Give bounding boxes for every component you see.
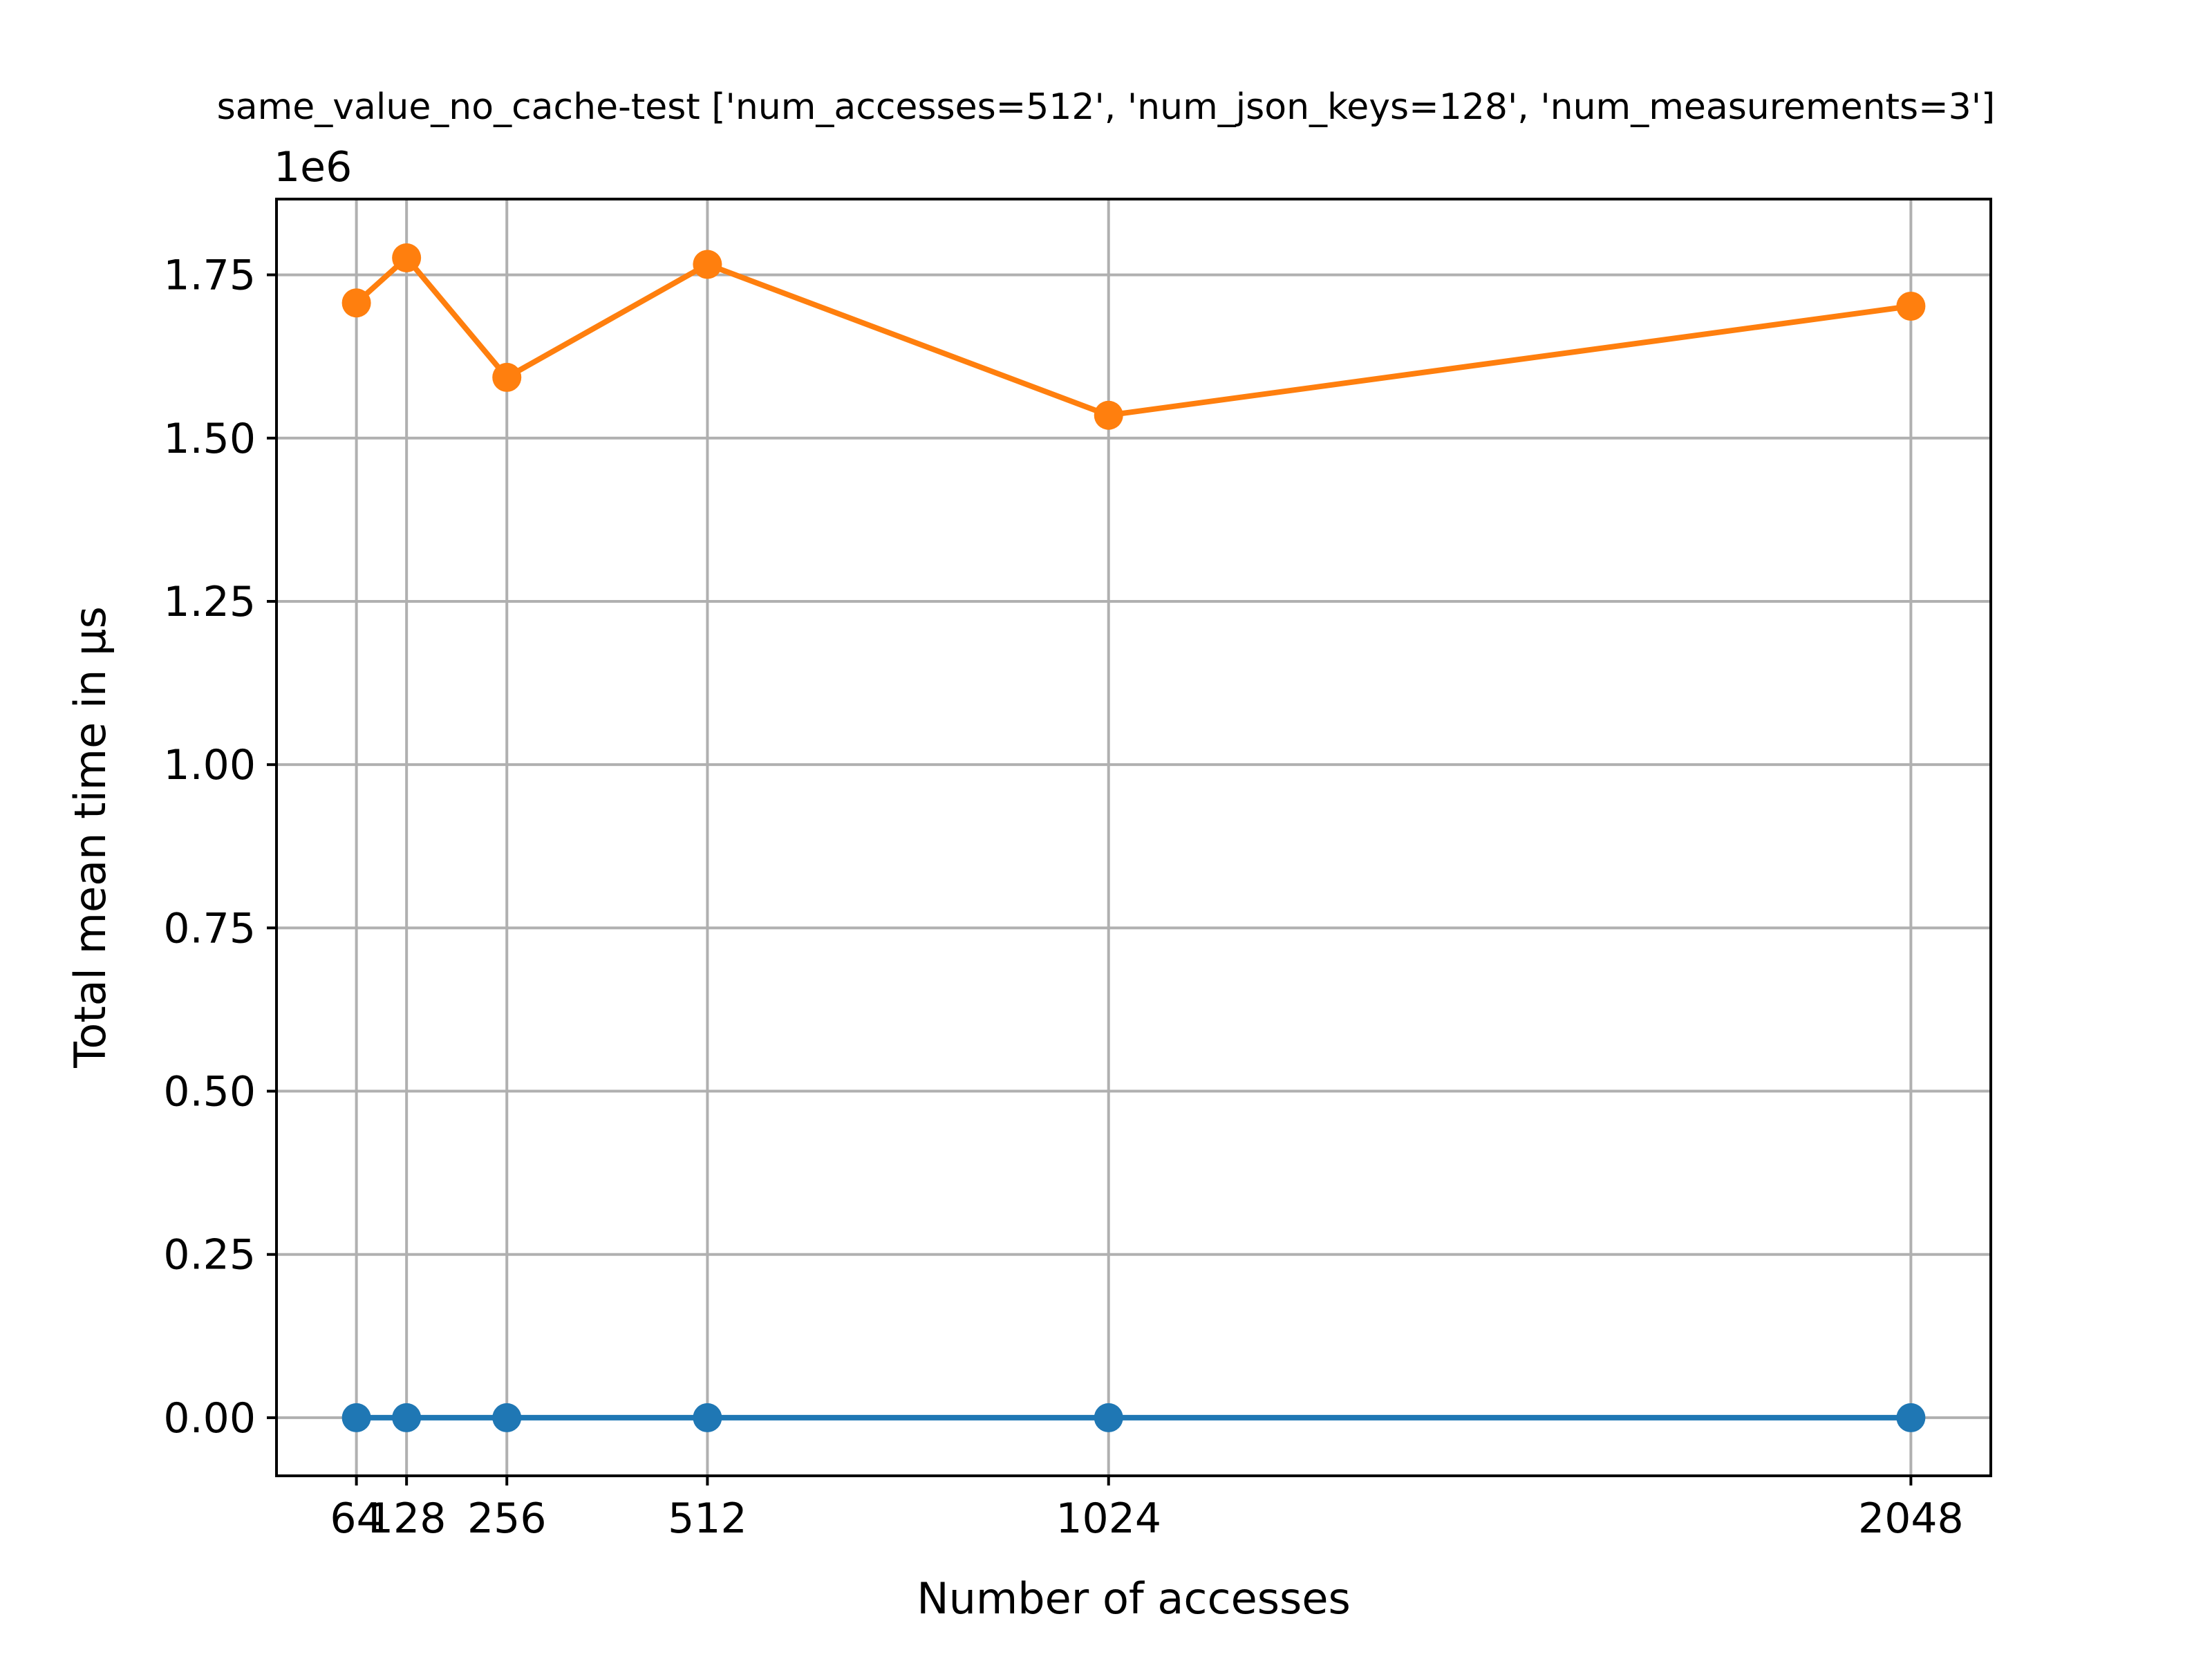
series-2 <box>341 243 1926 430</box>
data-point <box>392 243 422 273</box>
x-tick-label: 128 <box>367 1494 447 1543</box>
y-axis: 0.00 0.25 0.50 0.75 1.00 1.25 1.50 1.75 <box>163 252 276 1443</box>
data-series <box>341 243 1926 1432</box>
series-1 <box>341 1403 1926 1432</box>
x-tick-label: 2048 <box>1858 1494 1964 1543</box>
y-tick-label: 0.50 <box>163 1068 256 1116</box>
x-tick-label: 64 <box>330 1494 382 1543</box>
y-tick-label: 1.25 <box>163 578 256 626</box>
data-point <box>693 1403 722 1432</box>
y-axis-label: Total mean time in µs <box>65 606 115 1069</box>
x-axis-label: Number of accesses <box>917 1573 1351 1624</box>
y-tick-label: 0.00 <box>163 1394 256 1443</box>
y-tick-label: 1.50 <box>163 415 256 463</box>
y-tick-label: 0.25 <box>163 1231 256 1280</box>
x-tick-label: 256 <box>467 1494 547 1543</box>
y-tick-label: 1.00 <box>163 741 256 789</box>
data-point <box>492 1403 522 1432</box>
x-tick-label: 512 <box>668 1494 747 1543</box>
data-point <box>341 288 371 318</box>
y-tick-label: 1.75 <box>163 252 256 300</box>
x-tick-label: 1024 <box>1056 1494 1161 1543</box>
data-point <box>1094 1403 1123 1432</box>
y-offset-label: 1e6 <box>274 143 352 191</box>
plot-frame <box>275 198 1992 1477</box>
data-point <box>341 1403 371 1432</box>
data-point <box>1896 1403 1926 1432</box>
data-point <box>1896 291 1926 321</box>
gridlines <box>276 199 1991 1476</box>
data-point <box>392 1403 422 1432</box>
chart-title: same_value_no_cache-test ['num_accesses=… <box>217 86 1996 128</box>
y-tick-label: 0.75 <box>163 904 256 953</box>
data-point <box>1094 400 1123 430</box>
data-point <box>492 362 522 392</box>
data-point <box>693 250 722 279</box>
